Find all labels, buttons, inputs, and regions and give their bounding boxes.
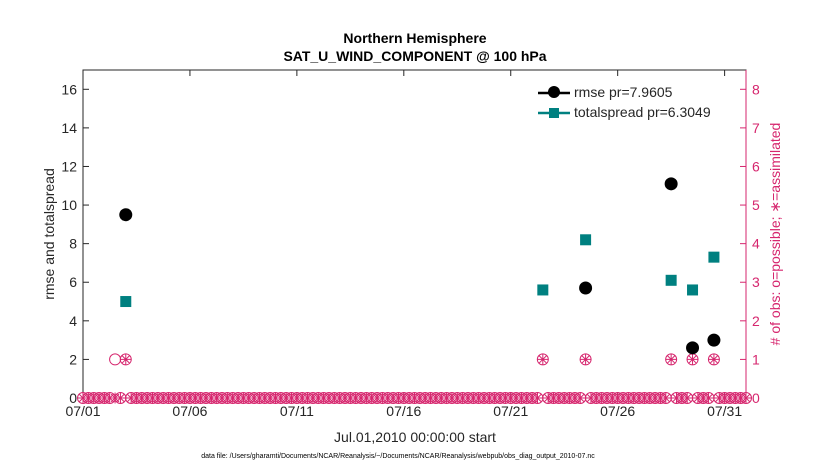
- x-tick-label: 07/26: [600, 403, 635, 419]
- y-axis-label-right: # of obs: o=possible; ∗=assimilated: [767, 123, 783, 346]
- x-axis-label: Jul.01,2010 00:00:00 start: [334, 429, 496, 445]
- totalspread-point: [687, 284, 699, 296]
- totalspread-point: [708, 251, 720, 263]
- y-axis-label: rmse and totalspread: [41, 168, 57, 300]
- x-tick-label: 07/16: [386, 403, 421, 419]
- rmse-point: [119, 208, 133, 222]
- obs-assimilated-marker: [665, 353, 677, 365]
- y-right-tick-label: 4: [752, 236, 760, 252]
- y-right-tick-label: 1: [752, 351, 760, 367]
- legend-box: [525, 76, 740, 128]
- y-right-tick-label: 2: [752, 313, 760, 329]
- chart-title: Northern Hemisphere: [343, 30, 486, 46]
- chart-subtitle: SAT_U_WIND_COMPONENT @ 100 hPa: [283, 48, 546, 64]
- x-tick-label: 07/01: [65, 403, 100, 419]
- y-tick-label: 6: [69, 274, 77, 290]
- rmse-point: [686, 341, 700, 355]
- obs-assimilated-marker: [114, 392, 126, 404]
- y-right-tick-label: 5: [752, 197, 760, 213]
- rmse-point: [664, 177, 678, 191]
- y-tick-label: 0: [69, 390, 77, 406]
- totalspread-point: [665, 274, 677, 286]
- y-tick-label: 14: [61, 120, 77, 136]
- obs-assimilated-marker: [574, 392, 586, 404]
- y-tick-label: 4: [69, 313, 77, 329]
- x-tick-label: 07/21: [493, 403, 528, 419]
- x-tick-label: 07/11: [280, 403, 314, 419]
- y-tick-label: 16: [61, 81, 77, 97]
- rmse-point: [707, 333, 721, 347]
- obs-assimilated-marker: [580, 353, 592, 365]
- x-tick-label: 07/31: [707, 403, 742, 419]
- data-file-footnote: data file: /Users/gharamti/Documents/NCA…: [201, 453, 595, 460]
- totalspread-point: [580, 234, 592, 246]
- obs-assimilated-marker: [703, 392, 715, 404]
- y-right-tick-label: 8: [752, 81, 760, 97]
- legend-totalspread-label: totalspread pr=6.3049: [574, 104, 711, 120]
- y-right-tick-label: 0: [752, 390, 760, 406]
- x-tick-label: 07/06: [172, 403, 207, 419]
- obs-assimilated-marker: [740, 392, 752, 404]
- totalspread-point: [120, 296, 132, 308]
- legend: rmse pr=7.9605 totalspread pr=6.3049: [525, 76, 740, 128]
- y-tick-label: 2: [69, 351, 77, 367]
- obs-assimilated-marker: [531, 392, 543, 404]
- legend-totalspread-marker: [549, 108, 559, 118]
- y-right-tick-label: 6: [752, 158, 760, 174]
- obs-assimilated-marker: [681, 392, 693, 404]
- obs-assimilated-marker: [660, 392, 672, 404]
- obs-assimilated-marker: [708, 353, 720, 365]
- rmse-point: [579, 281, 593, 295]
- obs-assimilated-marker: [687, 353, 699, 365]
- y-tick-label: 10: [61, 197, 77, 213]
- y-tick-label: 8: [69, 236, 77, 252]
- y-right-tick-label: 3: [752, 274, 760, 290]
- obs-assimilated-marker: [120, 353, 132, 365]
- legend-rmse-label: rmse pr=7.9605: [574, 84, 673, 100]
- legend-rmse-marker: [548, 86, 560, 98]
- totalspread-point: [537, 284, 549, 296]
- obs-assimilated-marker: [537, 353, 549, 365]
- y-right-tick-label: 7: [752, 120, 760, 136]
- y-tick-label: 12: [61, 158, 77, 174]
